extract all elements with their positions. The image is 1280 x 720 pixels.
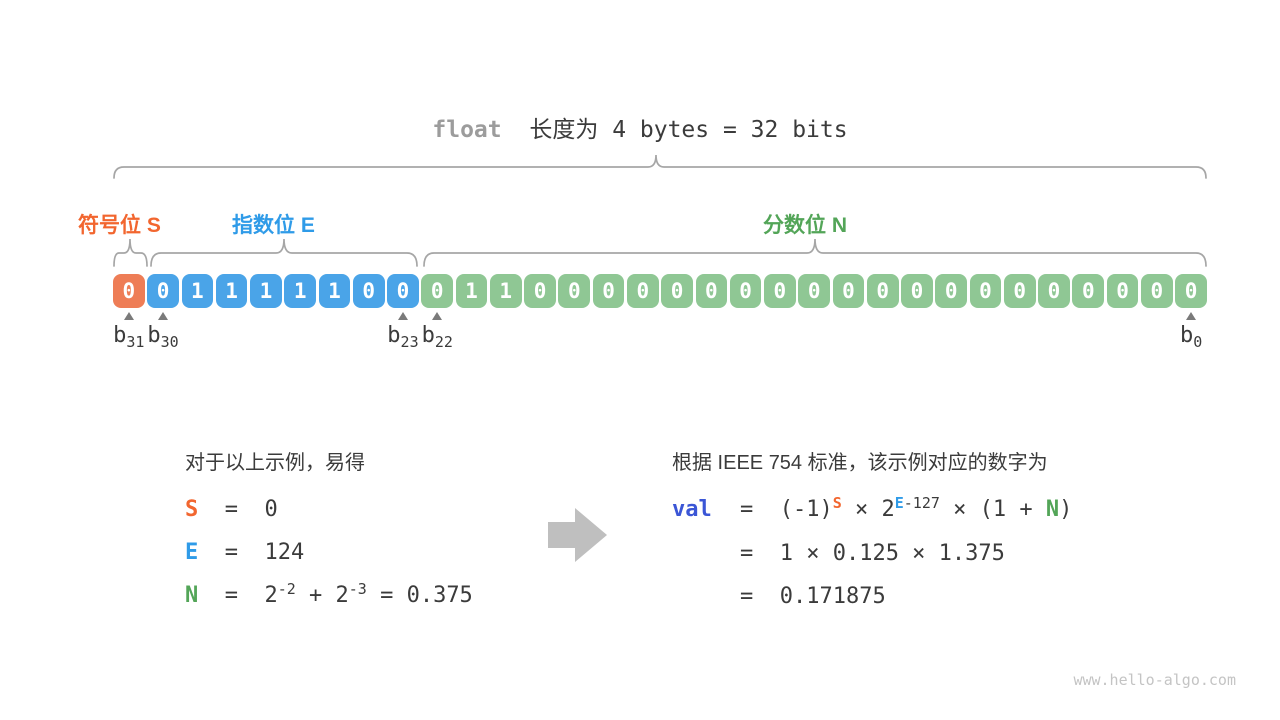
bit-cell-fraction: 0 [901, 274, 933, 308]
bit-cell-fraction: 0 [832, 274, 865, 308]
diagram-title: float 长度为 4 bytes = 32 bits [432, 116, 848, 143]
transition-arrow-icon [548, 508, 607, 562]
bit-index-label-0: b0 [1180, 323, 1203, 351]
bit-cell-exponent: 1 [215, 274, 248, 308]
bit-cell-exponent: 1 [284, 274, 316, 308]
bit-cell-fraction: 0 [764, 274, 796, 308]
val-result: = 0.171875 [740, 584, 886, 609]
val-formula-line: val = (-1)S × 2E-127 × (1 + N) [672, 494, 1073, 526]
bit-cell-fraction: 0 [1140, 274, 1173, 308]
val-step: = 1 × 0.125 × 1.375 [740, 541, 1005, 566]
bit-cell-fraction: 0 [935, 274, 968, 308]
bit-cell-fraction: 0 [695, 274, 728, 308]
bit-cell-fraction: 0 [1003, 274, 1036, 308]
example-derivation-block: 对于以上示例，易得 S = 0 E = 124 N = 2 -2 + 2 -3 = … [185, 450, 473, 612]
bit-pointer-arrow-icon [432, 312, 443, 320]
bit-cell-exponent: 1 [181, 274, 214, 308]
bit-cell-sign: 0 [113, 274, 145, 308]
bit-cell-fraction: 0 [1072, 274, 1105, 308]
val-prefix: val [672, 497, 712, 522]
bit-index-label-23: b23 [387, 323, 419, 351]
val-result-line: = 0.171875 [672, 582, 1072, 612]
fraction-bit-label: 分数位 N [763, 214, 847, 237]
bit-index-label-31: b31 [113, 323, 145, 351]
bit-cell-fraction: 0 [1106, 274, 1139, 308]
fraction-brace [423, 238, 1207, 267]
bit-cell-fraction: 0 [798, 274, 830, 308]
bit-pointer-arrow-icon [1186, 312, 1197, 320]
bit-cell-fraction: 0 [524, 274, 556, 308]
bit-cell-fraction: 0 [729, 274, 762, 308]
bit-cell-fraction: 0 [592, 274, 625, 308]
bit-cell-fraction: 0 [866, 274, 899, 308]
bit-cell-fraction: 0 [558, 274, 591, 308]
val-formula: = (-1)S × 2E-127 × (1 + N) [740, 494, 1073, 522]
bit-cell-fraction: 0 [661, 274, 693, 308]
fraction-value-line: N = 2 -2 + 2 -3 = 0.375 [185, 580, 473, 608]
ieee754-result-block: 根据 IEEE 754 标准，该示例对应的数字为 val = (-1)S × 2E… [672, 450, 1072, 612]
bit-cell-fraction: 0 [421, 274, 454, 308]
bit-cell-exponent: 0 [147, 274, 179, 308]
bit-pointer-arrow-icon [158, 312, 169, 320]
watermark: www.hello-algo.com [1073, 671, 1236, 689]
exponent-bit-label: 指数位 E [232, 214, 315, 237]
bit-cell-exponent: 0 [387, 274, 419, 308]
bit-index-label-30: b30 [147, 323, 179, 351]
bit-index-label-22: b22 [421, 323, 453, 351]
bit-cell-fraction: 0 [969, 274, 1002, 308]
bit-pointer-arrow-icon [123, 312, 134, 320]
val-step-line: = 1 × 0.125 × 1.375 [672, 539, 1072, 569]
bit-pointer-arrow-icon [397, 312, 408, 320]
bit-cell-fraction: 0 [1175, 274, 1207, 308]
right-intro-text: 根据 IEEE 754 标准，该示例对应的数字为 [672, 452, 1048, 474]
bit-cell-fraction: 1 [455, 274, 488, 308]
total-width-brace [113, 154, 1207, 179]
bit-cell-exponent: 1 [250, 274, 282, 308]
bit-cell-fraction: 0 [626, 274, 659, 308]
sign-brace [113, 238, 148, 267]
bit-cell-exponent: 1 [318, 274, 351, 308]
bit-cell-exponent: 0 [352, 274, 385, 308]
exponent-value-line: E = 124 [185, 540, 305, 565]
bit-cell-fraction: 0 [1038, 274, 1070, 308]
exponent-brace [150, 238, 418, 267]
sign-value-line: S = 0 [185, 497, 278, 522]
bit-cell-fraction: 1 [489, 274, 522, 308]
sign-bit-label: 符号位 S [78, 214, 161, 237]
left-intro-text: 对于以上示例，易得 [185, 452, 365, 474]
